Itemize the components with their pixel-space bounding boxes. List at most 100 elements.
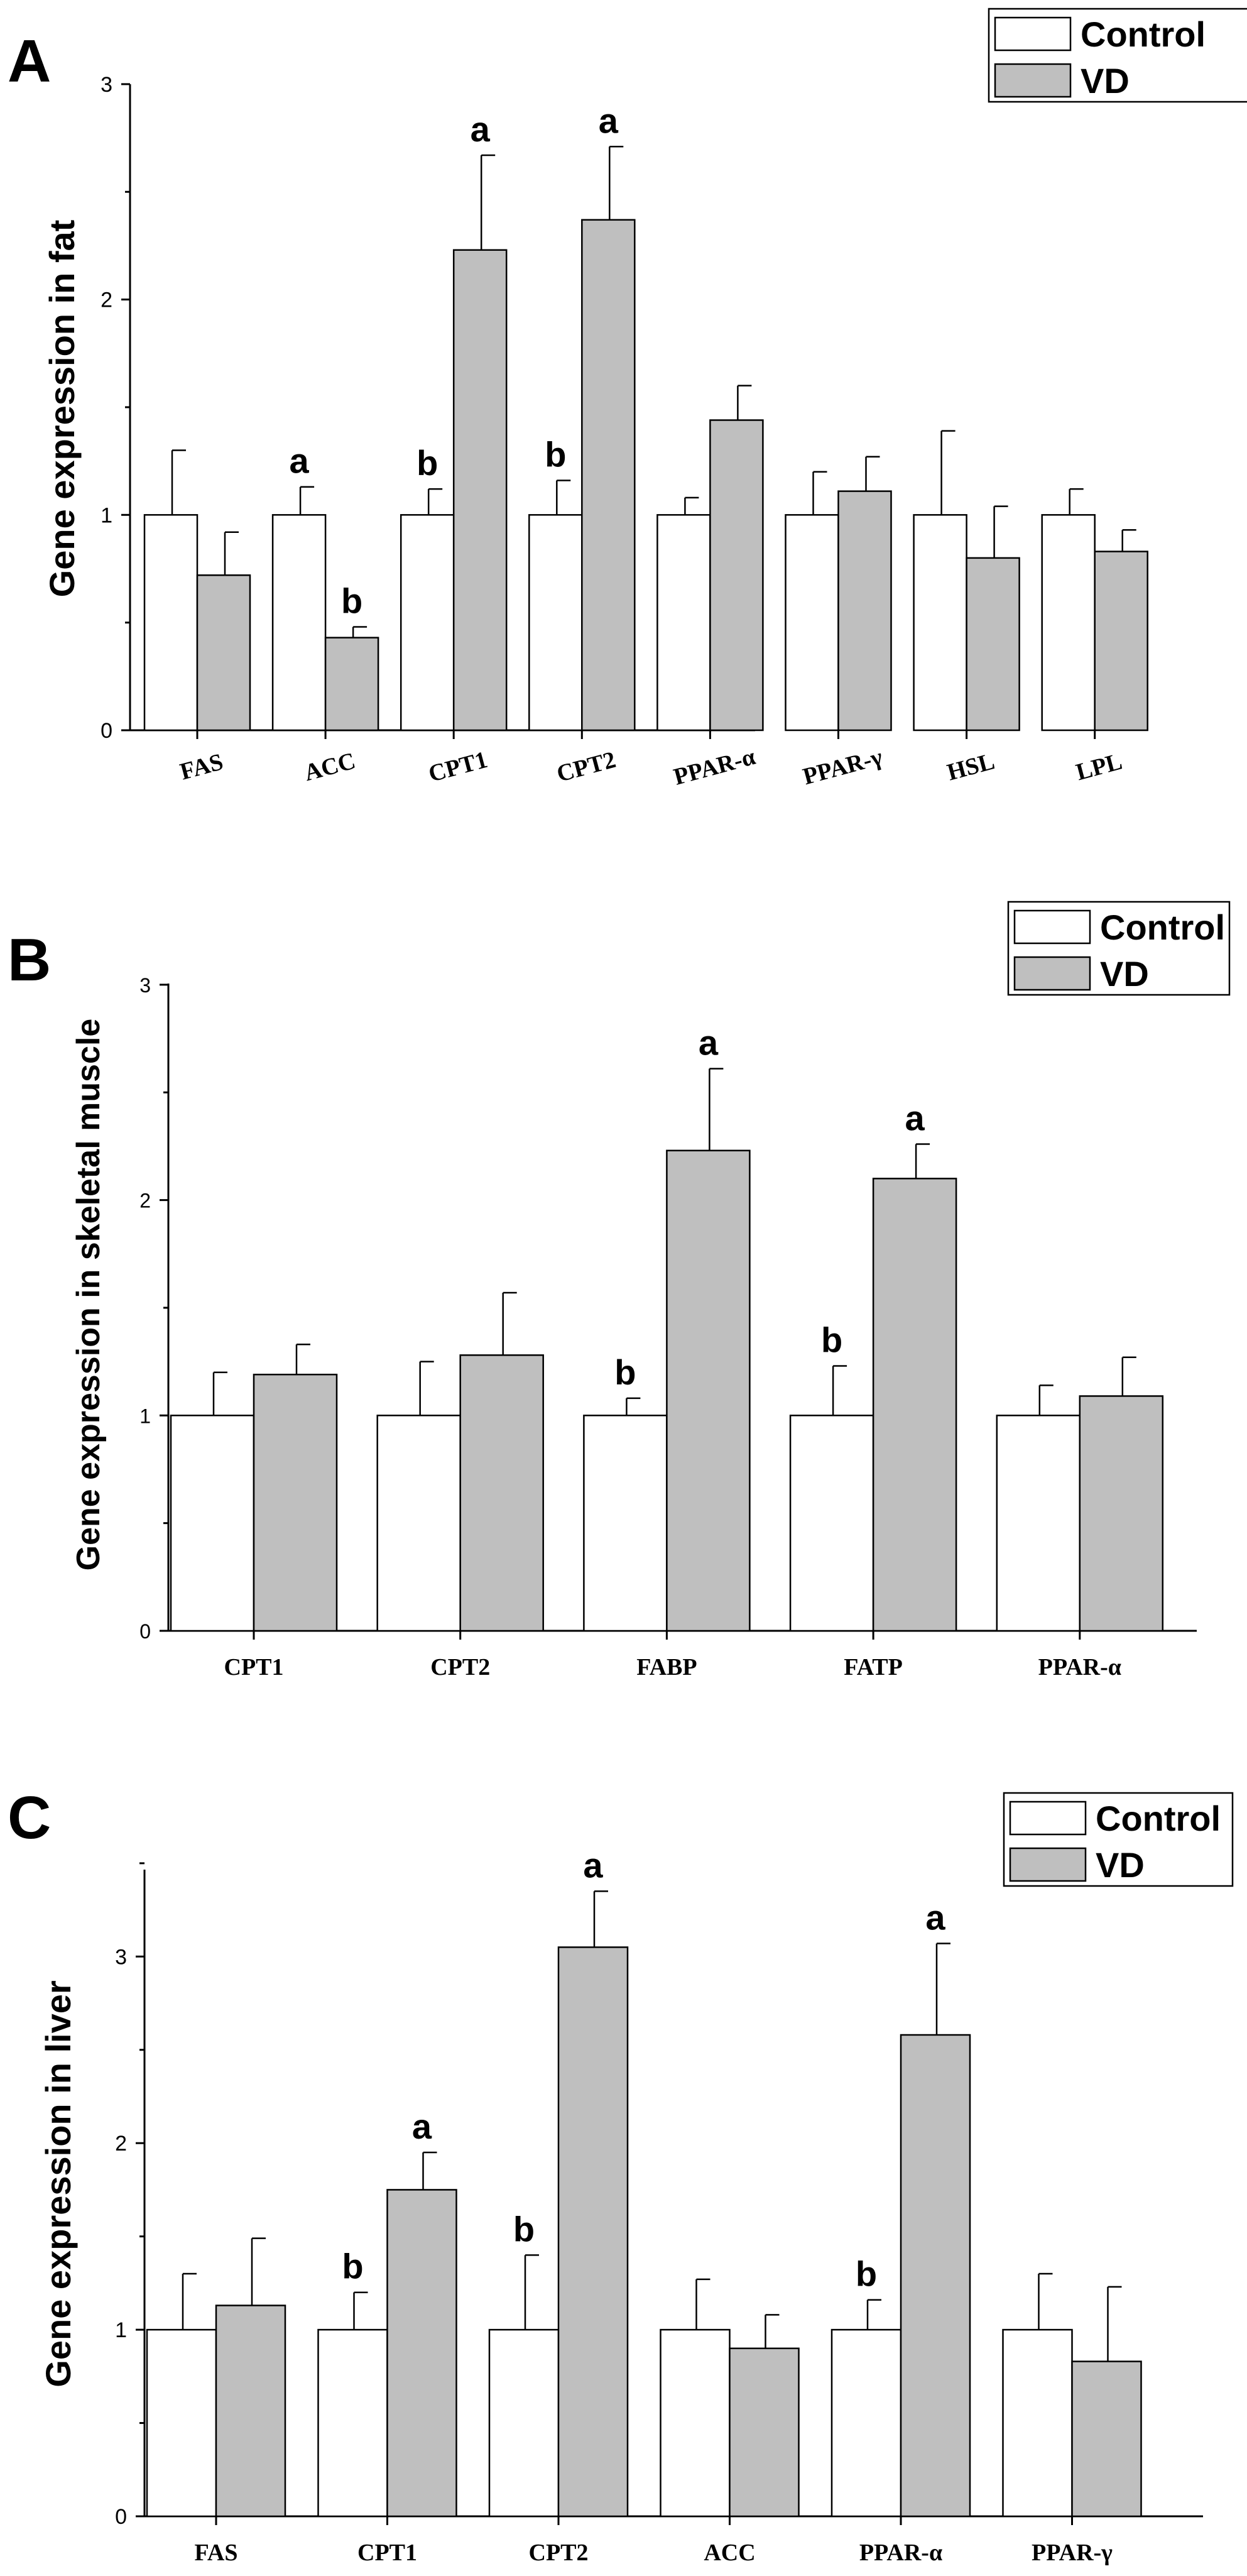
x-tick-label: PPAR-α — [859, 2540, 942, 2566]
y-tick-label: 2 — [101, 288, 112, 312]
y-tick-label: 0 — [115, 2505, 127, 2529]
significance-label: a — [471, 109, 491, 149]
panel-letter: B — [8, 926, 51, 994]
bar-control — [583, 1415, 668, 1632]
x-tick-label: CPT1 — [426, 747, 491, 787]
y-tick-label: 3 — [115, 1945, 127, 1969]
legend-label: Control — [1096, 1799, 1221, 1838]
y-axis-label: Gene expression in fat — [42, 220, 82, 598]
y-tick-label: 2 — [115, 2132, 127, 2156]
bar-control — [528, 514, 583, 732]
x-tick-label: PPAR-α — [671, 743, 758, 791]
bar-control — [271, 514, 327, 732]
significance-label: a — [599, 101, 619, 140]
legend-swatch-vd — [1013, 956, 1091, 991]
significance-label: b — [856, 2254, 877, 2294]
significance-label: b — [614, 1352, 636, 1392]
y-tick-label: 3 — [139, 974, 151, 997]
bar-control — [146, 2328, 217, 2518]
bar-vd — [729, 2347, 800, 2518]
x-tick-label: FAS — [177, 748, 226, 785]
legend-swatch-control — [994, 16, 1072, 52]
x-tick-label: CPT2 — [554, 747, 619, 787]
x-tick-label: FAS — [195, 2540, 238, 2566]
significance-label: a — [699, 1023, 719, 1063]
bar-control — [376, 1415, 461, 1632]
legend-label: VD — [1081, 61, 1130, 101]
bar-vd — [196, 574, 251, 732]
significance-label: a — [925, 1898, 945, 1937]
y-tick-label: 3 — [101, 73, 112, 97]
bar-vd — [900, 2034, 971, 2518]
significance-label: b — [417, 443, 438, 483]
bar-control — [913, 514, 967, 732]
bar-vd — [557, 1946, 629, 2518]
bar-control — [170, 1415, 255, 1632]
significance-label: b — [821, 1320, 842, 1359]
bar-vd — [966, 557, 1020, 732]
x-tick-label: FATP — [844, 1654, 903, 1680]
y-tick-label: 1 — [115, 2318, 127, 2342]
legend: Control VD — [1007, 901, 1231, 996]
y-axis-label: Gene expression in skeletal muscle — [70, 1019, 107, 1571]
bar-vd — [837, 490, 892, 732]
bar-vd — [1071, 2360, 1142, 2518]
bar-vd — [253, 1373, 338, 1632]
bar-vd — [709, 419, 764, 732]
bar-vd — [872, 1178, 957, 1632]
significance-label: b — [342, 2247, 363, 2286]
bar-vd — [1094, 551, 1148, 732]
significance-label: a — [583, 1845, 603, 1885]
legend-swatch-control — [1009, 1800, 1087, 1836]
chart-panel-c: C 0 1 2 3 Gene expression in liver FAS b a CPT1 b a… — [8, 1784, 1234, 2566]
legend-label: Control — [1081, 14, 1206, 54]
bar-control — [400, 514, 455, 732]
significance-label: a — [412, 2107, 432, 2146]
bar-vd — [666, 1149, 751, 1632]
legend-swatch-control — [1013, 909, 1091, 945]
x-tick-label: FABP — [636, 1654, 697, 1680]
significance-label: b — [545, 434, 566, 474]
bar-control — [785, 514, 839, 732]
legend-swatch-vd — [994, 63, 1072, 98]
bar-control — [789, 1415, 874, 1632]
x-tick-label: LPL — [1073, 748, 1124, 786]
bar-control — [1041, 514, 1096, 732]
panel-letter: A — [8, 28, 51, 95]
bar-control — [996, 1415, 1081, 1632]
bar-vd — [581, 219, 636, 732]
bar-vd — [215, 2305, 286, 2518]
legend-label: VD — [1096, 1845, 1145, 1885]
significance-label: a — [290, 441, 310, 481]
x-tick-label: CPT2 — [529, 2540, 589, 2566]
bar-control — [1002, 2328, 1073, 2518]
legend: Control VD — [988, 8, 1247, 103]
legend: Control VD — [1003, 1792, 1234, 1887]
panel-letter: C — [8, 1784, 51, 1851]
x-tick-label: HSL — [944, 748, 997, 786]
significance-label: b — [513, 2209, 535, 2249]
legend-label: VD — [1100, 954, 1149, 994]
bar-control — [143, 514, 199, 732]
legend-label: Control — [1100, 907, 1225, 947]
bar-control — [317, 2328, 388, 2518]
x-tick-label: ACC — [302, 747, 358, 786]
y-axis-label: Gene expression in liver — [38, 1980, 78, 2387]
y-tick-label: 0 — [101, 719, 112, 743]
y-tick-label: 1 — [139, 1405, 151, 1427]
x-tick-label: PPAR-γ — [800, 743, 886, 790]
chart-panel-b: B 0 1 2 3 Gene expression in skeletal muscle C… — [8, 901, 1231, 1680]
y-tick-label: 0 — [139, 1620, 151, 1643]
bar-vd — [452, 249, 508, 732]
significance-label: b — [341, 581, 362, 621]
significance-label: a — [905, 1098, 925, 1137]
bar-control — [656, 514, 711, 732]
y-tick-label: 2 — [139, 1190, 151, 1212]
bar-vd — [1079, 1395, 1164, 1632]
bar-vd — [324, 637, 379, 732]
bar-control — [830, 2328, 902, 2518]
x-tick-label: ACC — [704, 2540, 755, 2566]
x-tick-label: CPT1 — [357, 2540, 417, 2566]
x-tick-label: CPT1 — [224, 1654, 284, 1680]
x-tick-label: PPAR-γ — [1032, 2540, 1113, 2566]
